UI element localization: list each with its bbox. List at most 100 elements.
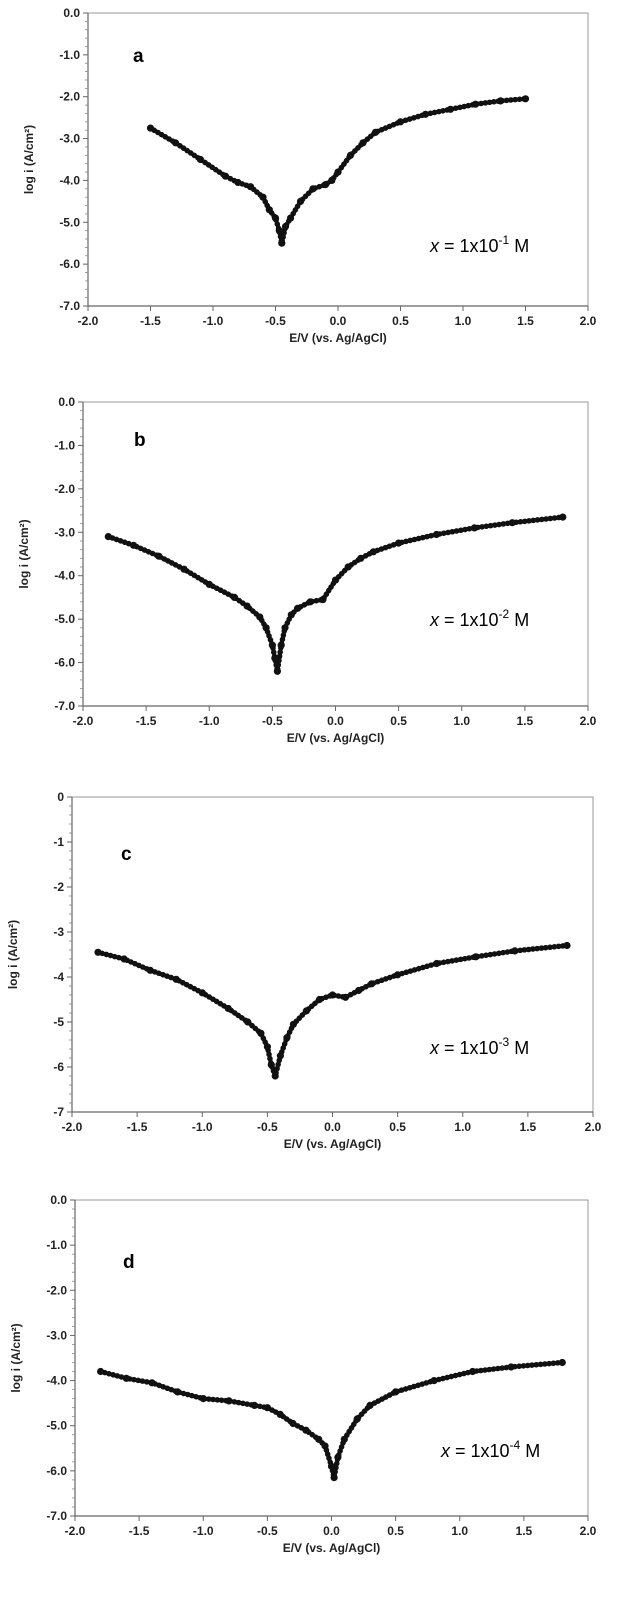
plot-frame (87, 12, 589, 307)
data-point (146, 966, 154, 974)
data-point (174, 1388, 182, 1396)
y-tick-label: 0.0 (63, 6, 80, 20)
data-point (306, 598, 314, 606)
x-tick-label: -1.0 (192, 1120, 213, 1134)
chart-panel-c: 0 -1 -2 -3 -4 -5 -6 -7-2.0 -1.5 -1.0 -0.5 0.0 0.5 1.0… (6, 790, 602, 1151)
data-point (558, 1358, 566, 1367)
data-point (359, 139, 367, 147)
data-point (309, 185, 317, 193)
data-point (472, 953, 480, 961)
data-point (199, 1395, 207, 1403)
plot-frame (71, 796, 594, 1113)
x-tick-label: 0.5 (390, 714, 407, 728)
data-point (433, 959, 441, 968)
panel-label: d (123, 1252, 135, 1273)
data-point (146, 124, 155, 132)
y-axis-title: log i (A/cm²) (6, 920, 20, 989)
data-point (281, 222, 290, 231)
x-axis-title: E/V (vs. Ag/AgCl) (283, 1541, 381, 1555)
data-point (521, 95, 530, 103)
data-point (394, 971, 402, 979)
y-tick-label: -1.0 (54, 438, 75, 452)
y-tick-label: -2.0 (54, 482, 75, 496)
data-point (321, 1442, 329, 1450)
x-tick-label: -0.5 (257, 1524, 278, 1538)
data-point (563, 941, 571, 950)
data-point (446, 105, 455, 113)
concentration-annotation: x = 1x10-2 M (429, 607, 529, 630)
x-tick-label: -2.0 (73, 714, 94, 728)
x-tick-label: 1.5 (516, 1524, 533, 1538)
data-point (327, 1462, 336, 1470)
data-point (283, 1034, 291, 1042)
x-tick-label: -2.0 (62, 1120, 83, 1134)
data-point (256, 613, 264, 621)
annotation-unit: M (509, 1038, 529, 1058)
data-point (155, 552, 163, 560)
x-tick-label: 0.5 (392, 314, 409, 328)
data-point (244, 1018, 252, 1026)
annotation-exponent: -4 (510, 1438, 521, 1452)
data-point (395, 539, 403, 547)
data-point (122, 1374, 130, 1382)
data-point (328, 176, 336, 184)
data-point (344, 563, 352, 571)
data-point (230, 593, 239, 602)
data-point (346, 151, 355, 159)
data-point (225, 1397, 233, 1405)
data-point (315, 1435, 323, 1443)
data-point (198, 989, 206, 997)
data-point (496, 97, 505, 105)
data-point (302, 1007, 311, 1015)
data-point (368, 980, 376, 988)
data-point (267, 1061, 275, 1069)
data-point (357, 554, 365, 562)
y-tick-label: -7.0 (59, 299, 80, 313)
x-axis-title: E/V (vs. Ag/AgCl) (284, 1137, 382, 1151)
annotation-value: = 1x10 (439, 236, 499, 256)
x-tick-label: -1.0 (203, 314, 224, 328)
x-tick-label: 2.0 (580, 714, 597, 728)
data-point (330, 1474, 338, 1482)
y-tick-label: -4.0 (59, 173, 80, 187)
data-point (262, 624, 270, 632)
x-tick-label: 0.0 (327, 714, 344, 728)
data-point (263, 1043, 271, 1051)
x-tick-label: -1.5 (129, 1524, 150, 1538)
y-tick-label: 0.0 (58, 395, 75, 409)
data-point (250, 1401, 259, 1409)
y-tick-label: -7 (53, 1105, 64, 1119)
x-tick-label: 1.0 (451, 1524, 468, 1538)
data-point (278, 239, 286, 247)
x-tick-label: 0.5 (387, 1524, 404, 1538)
data-point (205, 580, 213, 589)
data-point (148, 1379, 156, 1387)
data-point (221, 172, 230, 180)
annotation-variable: x (429, 1038, 440, 1058)
x-tick-label: 1.0 (455, 314, 472, 328)
y-axis-title: log i (A/cm²) (22, 125, 36, 194)
data-point (289, 1020, 297, 1028)
y-tick-label: -2.0 (59, 90, 80, 104)
annotation-exponent: -3 (499, 1035, 510, 1049)
x-axis-title: E/V (vs. Ag/AgCl) (289, 331, 387, 345)
data-point (421, 110, 430, 118)
data-point (286, 214, 295, 222)
annotation-variable: x (429, 236, 440, 256)
x-tick-label: 1.0 (453, 714, 470, 728)
data-point (246, 183, 255, 191)
data-point (171, 139, 180, 147)
data-point (257, 1029, 265, 1037)
x-axis-title: E/V (vs. Ag/AgCl) (287, 731, 385, 745)
data-point (273, 667, 281, 675)
data-series-trace (105, 514, 566, 675)
data-point (369, 548, 377, 556)
panel-label: c (121, 844, 132, 865)
x-tick-label: 0.0 (324, 1120, 341, 1134)
x-tick-label: 2.0 (580, 1524, 597, 1538)
annotation-value: = 1x10 (439, 610, 499, 630)
x-tick-label: -2.0 (78, 314, 99, 328)
data-point (263, 1404, 271, 1412)
y-tick-label: -3 (53, 925, 64, 939)
